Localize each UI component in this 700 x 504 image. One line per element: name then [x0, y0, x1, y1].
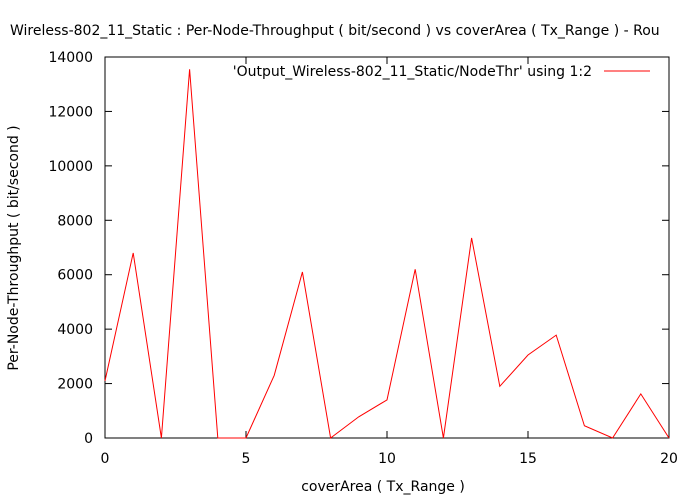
y-tick-label: 10000: [48, 159, 93, 175]
chart-title: Wireless-802_11_Static : Per-Node-Throug…: [10, 23, 660, 39]
x-tick-label: 10: [378, 451, 396, 467]
x-tick-label: 20: [660, 451, 678, 467]
legend-label: 'Output_Wireless-802_11_Static/NodeThr' …: [233, 64, 592, 80]
axis-ticks: 0 5 10 15 20 0 2000 4000 6000 8000 10000 12000 14000: [48, 50, 677, 467]
y-tick-label: 12000: [48, 104, 93, 120]
plot-frame: [105, 57, 669, 438]
series-layer: [105, 69, 669, 438]
series-line: [105, 69, 669, 438]
x-tick-label: 0: [101, 451, 110, 467]
y-tick-label: 2000: [57, 377, 93, 393]
y-tick-label: 6000: [57, 268, 93, 284]
y-tick-label: 14000: [48, 50, 93, 66]
x-tick-label: 5: [242, 451, 251, 467]
y-axis-label: Per-Node-Throughput ( bit/second ): [6, 125, 22, 370]
x-axis-label: coverArea ( Tx_Range ): [301, 479, 465, 495]
y-tick-label: 0: [84, 431, 93, 447]
y-tick-label: 8000: [57, 213, 93, 229]
x-tick-label: 15: [519, 451, 537, 467]
y-tick-label: 4000: [57, 322, 93, 338]
legend: 'Output_Wireless-802_11_Static/NodeThr' …: [233, 64, 650, 80]
